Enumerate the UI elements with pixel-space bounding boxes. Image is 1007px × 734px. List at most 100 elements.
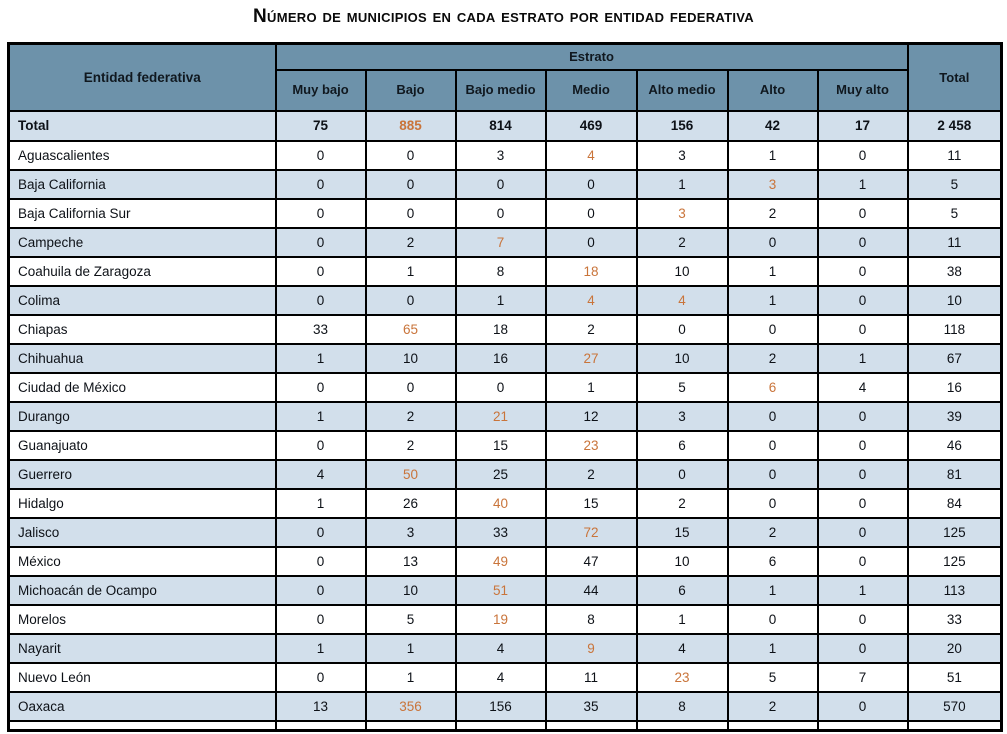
column-header-entidad-federativa: Entidad federativa bbox=[7, 42, 277, 112]
stratum-value-cell: 0 bbox=[274, 661, 367, 693]
entity-label: Baja California bbox=[7, 168, 277, 200]
stratum-value-cell: 40 bbox=[454, 487, 547, 519]
entity-label: Chiapas bbox=[7, 313, 277, 345]
stratum-value-cell: 44 bbox=[544, 574, 638, 606]
stratum-value-cell: 47 bbox=[544, 545, 638, 577]
stratum-value-cell: 1 bbox=[726, 284, 819, 316]
table-row: Hidalgo 1 26 40 15 2 0 0 84 bbox=[7, 487, 1003, 519]
stratum-value-cell: 0 bbox=[274, 226, 367, 258]
stratum-value-cell: 10 bbox=[364, 574, 457, 606]
stratum-value-cell: 0 bbox=[544, 168, 638, 200]
entity-label: México bbox=[7, 545, 277, 577]
stratum-value-cell: 885 bbox=[364, 109, 457, 142]
entity-label: Durango bbox=[7, 400, 277, 432]
stratum-value-cell: 1 bbox=[816, 342, 909, 374]
stratum-value-cell: 1 bbox=[274, 400, 367, 432]
entity-label: Nayarit bbox=[7, 632, 277, 664]
stratum-value-cell: 0 bbox=[454, 168, 547, 200]
stratum-value-cell: 0 bbox=[364, 168, 457, 200]
stratum-value-cell: 16 bbox=[454, 342, 547, 374]
stratum-value-cell: 469 bbox=[544, 109, 638, 142]
column-header-stratum: Muy alto bbox=[816, 68, 909, 112]
stratum-value-cell: 0 bbox=[274, 255, 367, 287]
stratum-value-cell: 2 bbox=[364, 429, 457, 461]
stratum-value-cell: 72 bbox=[544, 516, 638, 548]
stratum-value-cell: 0 bbox=[364, 139, 457, 171]
empty-cell bbox=[635, 719, 729, 731]
stratum-value-cell: 1 bbox=[274, 487, 367, 519]
stratum-value-cell: 10 bbox=[635, 255, 729, 287]
stratum-value-cell: 4 bbox=[635, 632, 729, 664]
stratum-value-cell: 8 bbox=[454, 255, 547, 287]
entity-label: Total bbox=[7, 109, 277, 142]
stratum-value-cell: 4 bbox=[544, 139, 638, 171]
row-total-cell: 16 bbox=[906, 371, 1003, 403]
stratum-value-cell: 8 bbox=[635, 690, 729, 722]
entity-label: Baja California Sur bbox=[7, 197, 277, 229]
page-title: Número de municipios en cada estrato por… bbox=[253, 6, 754, 27]
table-row: Colima 0 0 1 4 4 1 0 10 bbox=[7, 284, 1003, 316]
row-total-cell: 5 bbox=[906, 168, 1003, 200]
empty-cell bbox=[726, 719, 819, 731]
row-total-cell: 38 bbox=[906, 255, 1003, 287]
row-total-cell: 570 bbox=[906, 690, 1003, 722]
stratum-value-cell: 356 bbox=[364, 690, 457, 722]
stratum-value-cell: 0 bbox=[364, 197, 457, 229]
row-total-cell: 125 bbox=[906, 516, 1003, 548]
stratum-value-cell: 0 bbox=[816, 255, 909, 287]
entity-label: Hidalgo bbox=[7, 487, 277, 519]
row-total-cell: 33 bbox=[906, 603, 1003, 635]
stratum-value-cell: 15 bbox=[454, 429, 547, 461]
stratum-value-cell: 35 bbox=[544, 690, 638, 722]
stratum-value-cell: 1 bbox=[726, 574, 819, 606]
stratum-value-cell: 3 bbox=[635, 197, 729, 229]
empty-cell bbox=[364, 719, 457, 731]
stratum-value-cell: 3 bbox=[635, 139, 729, 171]
stratum-value-cell: 6 bbox=[635, 429, 729, 461]
column-header-stratum: Bajo bbox=[364, 68, 457, 112]
stratum-value-cell: 0 bbox=[816, 458, 909, 490]
stratum-value-cell: 25 bbox=[454, 458, 547, 490]
stratum-value-cell: 9 bbox=[544, 632, 638, 664]
stratum-value-cell: 2 bbox=[544, 458, 638, 490]
stratum-value-cell: 4 bbox=[544, 284, 638, 316]
stratum-value-cell: 0 bbox=[274, 284, 367, 316]
stratum-value-cell: 814 bbox=[454, 109, 547, 142]
stratum-value-cell: 1 bbox=[726, 139, 819, 171]
stratum-value-cell: 4 bbox=[816, 371, 909, 403]
stratum-value-cell: 2 bbox=[364, 226, 457, 258]
stratum-value-cell: 0 bbox=[816, 226, 909, 258]
stratum-value-cell: 1 bbox=[816, 168, 909, 200]
stratum-value-cell: 0 bbox=[816, 603, 909, 635]
stratum-value-cell: 4 bbox=[635, 284, 729, 316]
stratum-value-cell: 0 bbox=[816, 690, 909, 722]
row-total-cell: 81 bbox=[906, 458, 1003, 490]
entity-label: Campeche bbox=[7, 226, 277, 258]
stratum-value-cell: 0 bbox=[726, 603, 819, 635]
stratum-value-cell: 1 bbox=[726, 255, 819, 287]
stratum-value-cell: 6 bbox=[726, 545, 819, 577]
entity-label: Colima bbox=[7, 284, 277, 316]
stratum-value-cell: 0 bbox=[274, 168, 367, 200]
stratum-value-cell: 51 bbox=[454, 574, 547, 606]
table-row: Michoacán de Ocampo 0 10 51 44 6 1 1 113 bbox=[7, 574, 1003, 606]
empty-cell bbox=[544, 719, 638, 731]
row-total-cell: 10 bbox=[906, 284, 1003, 316]
row-total-cell: 67 bbox=[906, 342, 1003, 374]
stratum-value-cell: 0 bbox=[816, 545, 909, 577]
stratum-value-cell: 23 bbox=[635, 661, 729, 693]
stratum-value-cell: 0 bbox=[816, 139, 909, 171]
stratum-value-cell: 23 bbox=[544, 429, 638, 461]
stratum-value-cell: 18 bbox=[544, 255, 638, 287]
table-row: Jalisco 0 3 33 72 15 2 0 125 bbox=[7, 516, 1003, 548]
stratum-value-cell: 7 bbox=[454, 226, 547, 258]
stratum-value-cell: 0 bbox=[274, 574, 367, 606]
empty-cell bbox=[906, 719, 1003, 731]
empty-cell bbox=[454, 719, 547, 731]
stratum-value-cell: 7 bbox=[816, 661, 909, 693]
stratum-value-cell: 2 bbox=[635, 487, 729, 519]
stratum-value-cell: 0 bbox=[816, 516, 909, 548]
entity-label: Coahuila de Zaragoza bbox=[7, 255, 277, 287]
stratum-value-cell: 13 bbox=[364, 545, 457, 577]
